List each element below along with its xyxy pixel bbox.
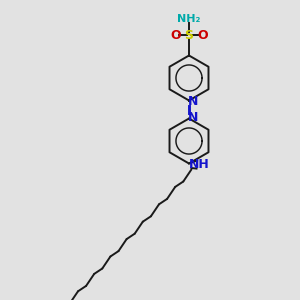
Text: NH₂: NH₂ <box>177 14 201 25</box>
Text: N: N <box>188 111 198 124</box>
Text: NH: NH <box>189 158 210 171</box>
Text: N: N <box>188 95 198 108</box>
Text: O: O <box>170 29 181 42</box>
Text: O: O <box>197 29 208 42</box>
Text: S: S <box>184 29 194 42</box>
